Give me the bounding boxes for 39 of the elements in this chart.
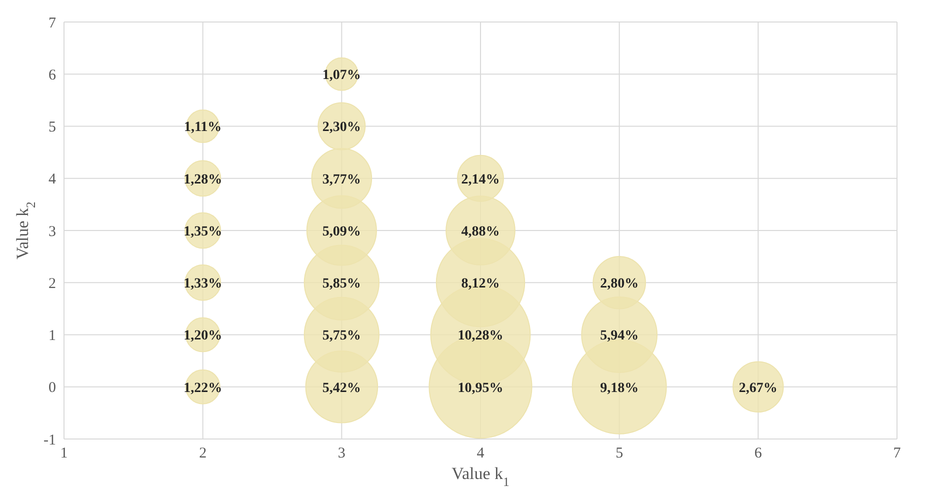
annotation: 5,09% [322,224,361,240]
x-tick-label: 7 [893,446,902,462]
annotation: 8,12% [461,276,500,292]
annotation: 1,22% [184,380,222,396]
x-tick-label: 1 [60,446,68,462]
annotation: 1,20% [184,328,222,344]
annotation: 2,30% [322,120,361,136]
annotation: 1,35% [184,224,222,240]
y-tick-label: -1 [44,432,56,448]
annotation: 9,18% [600,380,639,396]
x-tick-label: 4 [476,446,485,462]
annotation: 1,07% [322,68,361,84]
y-tick-label: 2 [48,276,56,292]
annotation: 2,80% [600,276,639,292]
y-tick-label: 5 [48,120,56,136]
annotation: 5,42% [322,380,361,396]
annotation: 3,77% [322,172,361,188]
y-tick-label: 3 [48,224,56,240]
annotation: 5,75% [322,328,361,344]
annotation: 1,28% [184,172,222,188]
x-tick-label: 2 [199,446,207,462]
annotation: 5,85% [322,276,361,292]
annotation: 1,11% [184,120,222,136]
annotation: 4,88% [461,224,500,240]
x-tick-label: 6 [754,446,762,462]
x-tick-label: 3 [338,446,346,462]
y-tick-label: 6 [48,67,56,84]
y-tick-label: 0 [48,380,56,396]
y-tick-label: 7 [48,15,56,32]
x-tick-label: 5 [616,446,624,462]
annotation: 2,14% [461,172,500,188]
y-tick-label: 1 [48,328,56,344]
annotation: 2,67% [738,380,778,396]
y-tick-label: 4 [48,172,56,188]
annotation: 5,94% [600,328,639,344]
annotation: 10,95% [458,380,504,396]
x-axis-title: Value k$_{1}$ [452,464,510,489]
annotation: 10,28% [458,328,504,344]
annotation: 1,33% [184,276,222,292]
